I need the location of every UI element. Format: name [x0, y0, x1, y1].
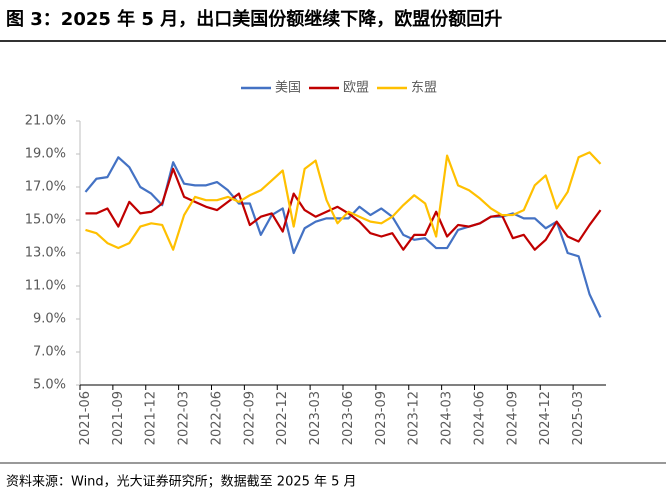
source-note: 资料来源：Wind，光大证券研究所；数据截至 2025 年 5 月: [6, 474, 357, 490]
x-tick-label: 2024-12: [538, 391, 553, 445]
x-tick-label: 2024-03: [440, 391, 455, 445]
y-tick-label: 15.0%: [25, 213, 66, 228]
series-line: [85, 151, 602, 251]
x-tick-label: 2023-12: [407, 391, 422, 445]
legend-label: 东盟: [411, 81, 437, 96]
y-tick-label: 5.0%: [33, 378, 66, 393]
y-tick-label: 11.0%: [25, 279, 66, 294]
legend-label: 美国: [275, 81, 301, 96]
x-tick-label: 2022-09: [242, 391, 257, 445]
x-tick-label: 2023-03: [308, 391, 323, 445]
series-line: [84, 156, 602, 318]
x-tick-label: 2022-12: [275, 391, 290, 445]
y-tick-label: 19.0%: [25, 147, 66, 162]
legend-label: 欧盟: [343, 81, 369, 96]
x-tick-label: 2025-03: [571, 391, 586, 445]
x-tick-label: 2022-06: [209, 391, 224, 445]
y-tick-label: 7.0%: [33, 345, 66, 360]
y-tick-label: 21.0%: [25, 114, 66, 129]
series-line: [85, 167, 602, 251]
y-tick-label: 17.0%: [25, 180, 66, 195]
y-tick-label: 13.0%: [25, 246, 66, 261]
x-tick-label: 2021-12: [144, 391, 159, 445]
x-tick-label: 2023-06: [341, 391, 356, 445]
chart-title: 图 3：2025 年 5 月，出口美国份额继续下降，欧盟份额回升: [6, 8, 502, 30]
x-tick-label: 2021-09: [111, 391, 126, 445]
x-tick-label: 2024-09: [505, 391, 520, 445]
x-tick-label: 2023-09: [374, 391, 389, 445]
x-tick-label: 2021-06: [78, 391, 93, 445]
x-tick-label: 2024-06: [472, 391, 487, 445]
y-tick-label: 9.0%: [33, 312, 66, 327]
x-tick-label: 2022-03: [177, 391, 192, 445]
